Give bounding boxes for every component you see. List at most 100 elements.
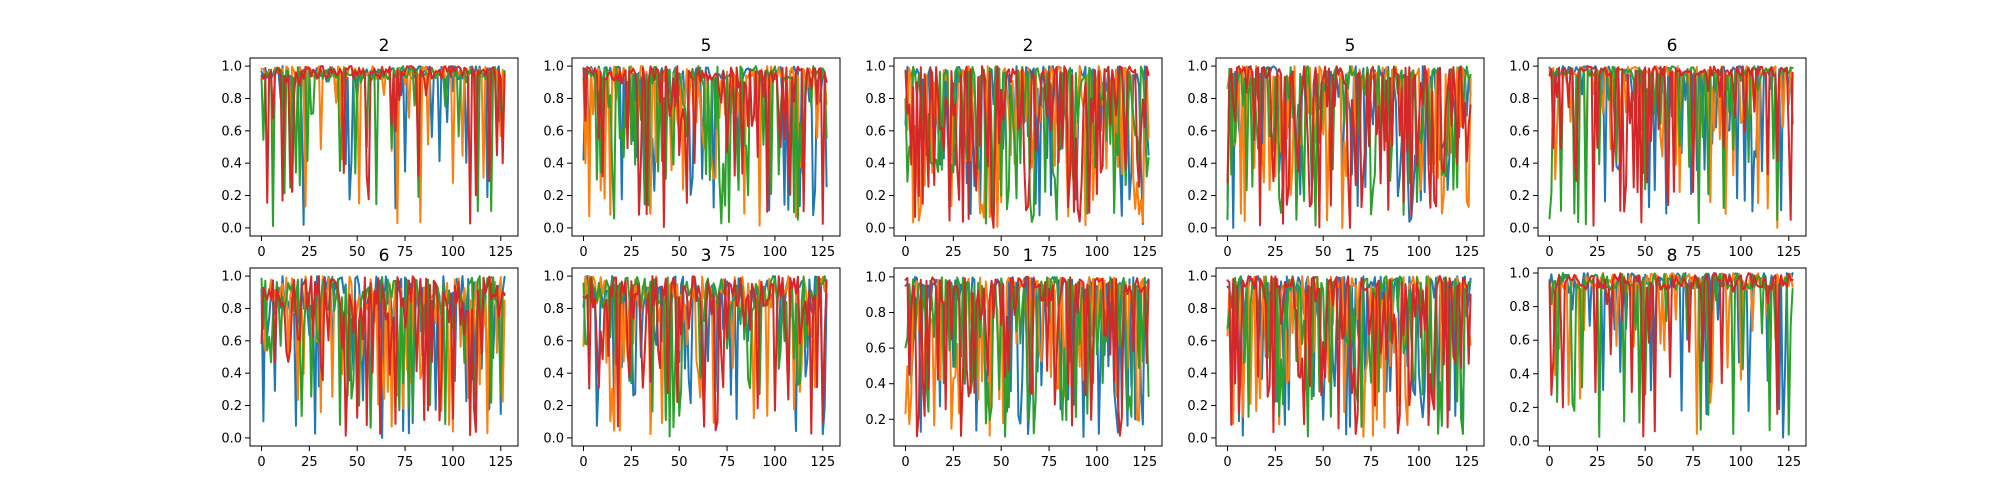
x-tick-label: 0 [257,455,265,470]
axes-frame [1537,57,1807,237]
x-tick-label: 50 [349,455,366,470]
subplot-4: 0 25 50 75 100 125 0.0 0.2 0.4 0.6 0.8 1.0 5 [1187,36,1485,260]
y-tick-label: 0.0 [1509,434,1530,449]
y-tick-label: 0.2 [543,399,564,414]
y-tick-label: 0.2 [865,413,886,428]
x-tick-label: 75 [1363,455,1380,470]
y-tick-label: 0.2 [1509,189,1530,204]
series-line-4 [1548,65,1794,227]
x-tick-label: 0 [1223,245,1231,260]
x-tick-label: 125 [488,245,513,260]
y-tick-label: 1.0 [1509,267,1530,282]
x-tick-label: 100 [763,455,788,470]
axes-frame [893,267,1163,447]
x-tick-label: 25 [1589,245,1606,260]
y-tick-label: 0.2 [1187,399,1208,414]
x-tick-label: 50 [1315,455,1332,470]
x-tick-label: 25 [1267,245,1284,260]
y-tick-label: 0.2 [1509,401,1530,416]
y-tick-label: 1.0 [865,60,886,75]
y-tick-label: 0.6 [543,124,564,139]
axes-frame [249,267,519,447]
subplot-9: 0 25 50 75 100 125 0.0 0.2 0.4 0.6 0.8 1.0 1 [1187,246,1485,470]
y-tick-label: 1.0 [1187,60,1208,75]
subplot-title: 1 [1345,246,1356,266]
x-tick-label: 50 [993,455,1010,470]
x-tick-label: 100 [1407,455,1432,470]
x-tick-label: 0 [901,455,909,470]
y-tick-label: 0.0 [221,221,242,236]
series-group [904,275,1150,438]
series-group [1548,65,1794,229]
series-line-4 [260,275,506,437]
y-tick-label: 0.4 [1187,367,1208,382]
x-tick-label: 100 [1407,245,1432,260]
y-tick-label: 0.4 [543,367,564,382]
y-tick-label: 0.8 [543,302,564,317]
subplot-8: 0 25 50 75 100 125 0.2 0.4 0.6 0.8 1.0 1 [865,246,1163,470]
y-tick-label: 0.6 [1509,124,1530,139]
y-tick-label: 0.8 [1187,302,1208,317]
y-tick-label: 0.2 [221,399,242,414]
series-group [1226,65,1472,229]
axes-frame [571,267,841,447]
subplot-title: 5 [1345,36,1356,56]
y-tick-label: 0.8 [865,92,886,107]
series-group [904,65,1150,229]
x-tick-label: 0 [901,245,909,260]
x-tick-label: 75 [1363,245,1380,260]
x-tick-label: 50 [1637,455,1654,470]
y-tick-label: 0.2 [543,189,564,204]
y-tick-label: 0.4 [865,157,886,172]
series-group [582,275,828,438]
y-tick-label: 0.4 [1509,157,1530,172]
x-tick-label: 100 [1085,245,1110,260]
series-group [1226,275,1472,438]
series-group [260,275,506,439]
x-tick-label: 100 [1729,245,1754,260]
axes-frame [893,57,1163,237]
subplot-5: 0 25 50 75 100 125 0.0 0.2 0.4 0.6 0.8 1.0 6 [1509,36,1807,260]
series-group [1548,272,1794,439]
subplot-title: 2 [1023,36,1034,56]
y-tick-label: 0.4 [1187,157,1208,172]
subplot-3: 0 25 50 75 100 125 0.0 0.2 0.4 0.6 0.8 1.0 2 [865,36,1163,260]
y-tick-label: 0.4 [221,367,242,382]
x-tick-label: 125 [488,455,513,470]
y-tick-label: 0.4 [1509,367,1530,382]
axes-frame [1215,57,1485,237]
subplot-10: 0 25 50 75 100 125 0.0 0.2 0.4 0.6 0.8 1.0 8 [1509,246,1807,470]
x-tick-label: 25 [945,245,962,260]
x-tick-label: 50 [671,455,688,470]
x-tick-label: 75 [719,455,736,470]
x-tick-label: 125 [810,455,835,470]
subplot-title: 6 [1667,36,1678,56]
x-tick-label: 125 [1776,455,1801,470]
x-tick-label: 0 [1545,455,1553,470]
subplot-title: 1 [1023,246,1034,266]
y-tick-label: 0.6 [543,334,564,349]
x-tick-label: 100 [441,455,466,470]
y-tick-label: 0.8 [1509,92,1530,107]
y-tick-label: 0.6 [1187,334,1208,349]
y-tick-label: 0.0 [865,221,886,236]
series-line-4 [260,65,506,225]
y-tick-label: 1.0 [543,270,564,285]
x-tick-label: 75 [1685,245,1702,260]
x-tick-label: 125 [1132,455,1157,470]
y-tick-label: 0.2 [221,189,242,204]
x-tick-label: 50 [671,245,688,260]
subplot-title: 2 [379,36,390,56]
y-tick-label: 0.8 [543,92,564,107]
x-tick-label: 0 [579,455,587,470]
series-line-4 [904,275,1150,438]
x-tick-label: 75 [1041,245,1058,260]
axes-frame [1537,267,1807,447]
y-tick-label: 0.8 [221,92,242,107]
series-line-4 [582,65,828,228]
y-tick-label: 0.0 [221,431,242,446]
series-line-2 [260,275,506,435]
x-tick-label: 125 [810,245,835,260]
y-tick-label: 0.6 [221,124,242,139]
